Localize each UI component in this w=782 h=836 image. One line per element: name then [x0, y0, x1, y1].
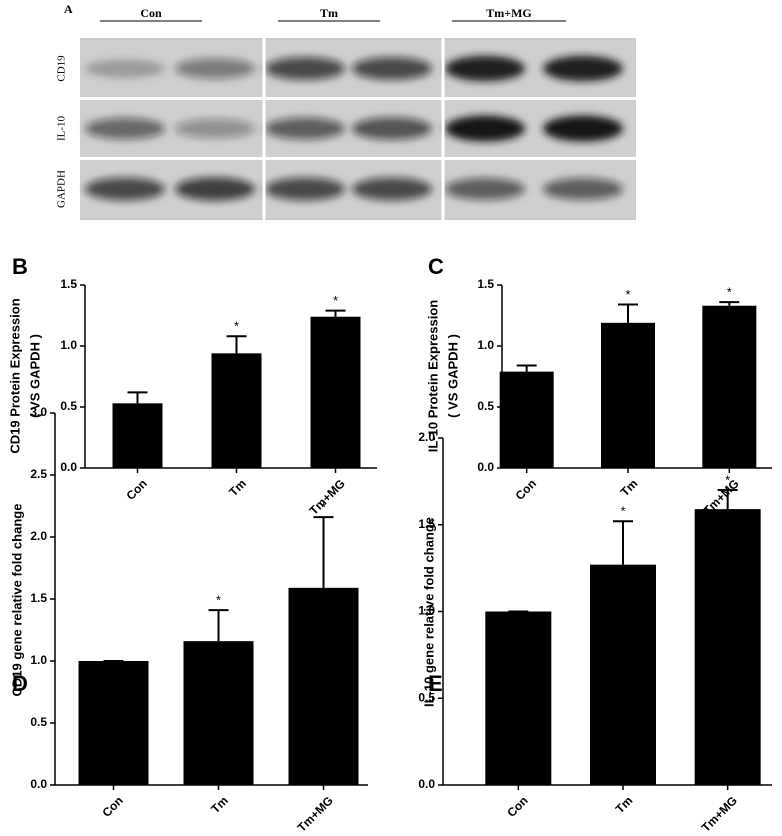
- x-tick-label: Con: [504, 793, 530, 819]
- bar: [78, 661, 149, 785]
- band: [543, 55, 623, 82]
- band: [175, 177, 255, 201]
- x-tick-label: Tm+MG: [295, 793, 336, 834]
- y-tick-label: 1.0: [477, 338, 494, 352]
- bar: [590, 564, 656, 785]
- y-tick-label: 0.0: [60, 460, 77, 474]
- error-bar: [516, 364, 537, 372]
- x-tick-label: Con: [99, 793, 125, 819]
- x-tick-label: Tm+MG: [307, 476, 348, 517]
- y-axis-label: CD19 gene relative fold change: [9, 504, 24, 697]
- panel-label: C: [428, 254, 444, 279]
- y-tick-label: 1.5: [477, 277, 494, 291]
- y-tick-label: 0.5: [60, 399, 77, 413]
- significance: *: [620, 504, 625, 519]
- significance: *: [234, 319, 239, 334]
- error-bar: [313, 516, 334, 588]
- y-axis-label: IL-10 gene relative fold change: [421, 517, 436, 707]
- bar: [499, 371, 554, 468]
- bar: [183, 641, 254, 785]
- row-label: GAPDH: [56, 170, 68, 208]
- bar: [310, 316, 361, 468]
- band: [175, 118, 255, 139]
- error-bar: [618, 303, 638, 323]
- error-bar: [325, 309, 346, 317]
- y-tick-label: 2.5: [30, 467, 47, 481]
- error-bar: [127, 391, 148, 404]
- significance: *: [321, 500, 326, 515]
- y-tick-label: 1.0: [60, 338, 77, 352]
- bar: [211, 353, 262, 468]
- band: [445, 178, 525, 200]
- error-bar: [226, 335, 247, 354]
- band: [543, 115, 623, 142]
- x-tick-label: Tm: [208, 793, 231, 816]
- y-tick-label: 0.0: [477, 460, 494, 474]
- x-tick-label: Tm: [226, 476, 249, 499]
- x-tick-label: Tm: [618, 476, 641, 499]
- band: [445, 55, 525, 82]
- band: [352, 117, 432, 140]
- band: [265, 57, 345, 80]
- y-tick-label: 3.0: [30, 405, 47, 419]
- band: [85, 117, 165, 140]
- y-axis-label: IL-10 Protein Expression: [425, 300, 440, 452]
- band: [85, 59, 165, 78]
- y-tick-label: 1.5: [60, 277, 77, 291]
- y-tick-label: 0.5: [418, 690, 435, 704]
- band: [352, 57, 432, 80]
- band: [352, 177, 432, 201]
- significance: *: [216, 593, 221, 608]
- significance: *: [725, 472, 730, 487]
- group-label: Tm: [320, 6, 338, 20]
- significance: *: [727, 285, 732, 300]
- x-tick-label: Tm+MG: [699, 793, 740, 834]
- y-tick-label: 0.0: [30, 777, 47, 791]
- band: [543, 178, 623, 200]
- error-bar: [613, 520, 633, 565]
- group-label: Tm+MG: [486, 6, 532, 20]
- significance: *: [625, 287, 630, 302]
- x-tick-label: Con: [513, 476, 539, 502]
- y-tick-label: 1.0: [30, 653, 47, 667]
- error-bar: [719, 301, 740, 306]
- bar: [288, 587, 359, 785]
- row-label: CD19: [56, 55, 68, 82]
- bar: [702, 305, 757, 468]
- band: [265, 117, 345, 140]
- y-tick-label: 2.0: [418, 430, 435, 444]
- panel-label: E: [428, 671, 443, 696]
- x-tick-label: Tm: [613, 793, 636, 816]
- y-tick-label: 0.0: [418, 777, 435, 791]
- bar: [601, 322, 655, 468]
- y-tick-label: 1.5: [418, 517, 435, 531]
- y-tick-label: 0.5: [477, 399, 494, 413]
- y-tick-label: 0.5: [30, 715, 47, 729]
- group-label: Con: [140, 6, 162, 20]
- band: [85, 177, 165, 201]
- panel-label: D: [12, 671, 28, 696]
- band: [445, 115, 525, 142]
- error-bar: [717, 489, 738, 510]
- x-tick-label: Con: [123, 476, 149, 502]
- error-bar: [208, 609, 229, 642]
- y-tick-label: 1.5: [30, 591, 47, 605]
- bar: [485, 611, 552, 785]
- y-axis-label: ( VS GAPDH ): [27, 334, 42, 418]
- y-tick-label: 2.0: [30, 529, 47, 543]
- panel-label: B: [12, 254, 28, 279]
- significance: *: [333, 293, 338, 308]
- band: [175, 58, 255, 79]
- bar: [112, 403, 163, 468]
- panel-label: A: [64, 2, 73, 16]
- row-label: IL-10: [56, 115, 68, 141]
- band: [265, 177, 345, 201]
- bar: [694, 509, 761, 785]
- y-axis-label: ( VS GAPDH ): [445, 334, 460, 418]
- y-tick-label: 1.0: [418, 604, 435, 618]
- y-axis-label: CD19 Protein Expression: [7, 298, 22, 453]
